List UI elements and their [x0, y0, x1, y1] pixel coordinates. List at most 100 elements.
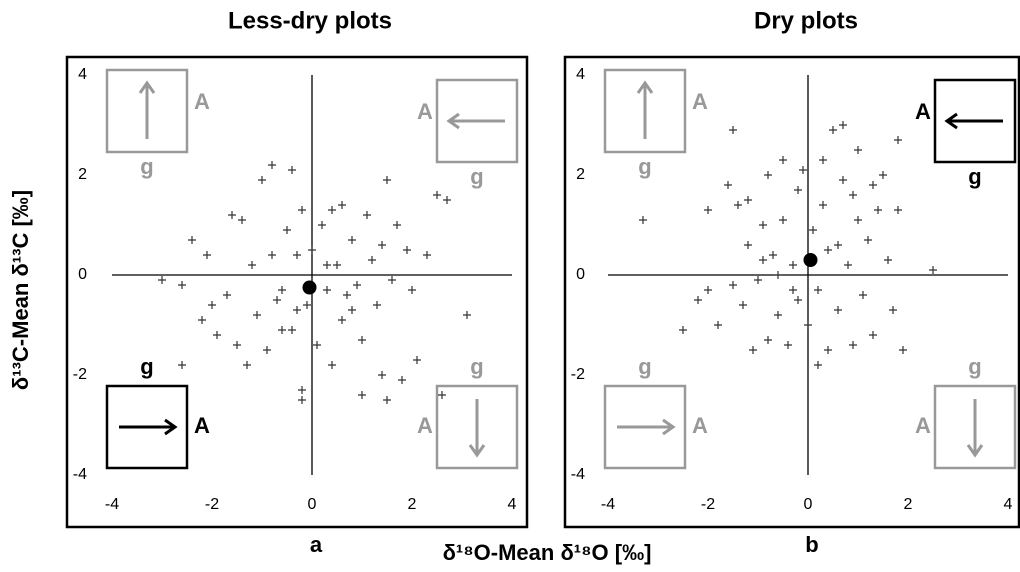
mean-point: [803, 253, 818, 267]
chart-title: Dry plots: [754, 7, 858, 34]
data-point: [769, 251, 777, 259]
y-tick-label: -2: [571, 366, 585, 383]
data-point: [343, 291, 351, 299]
data-point: [764, 336, 772, 344]
data-point: [273, 296, 281, 304]
data-point: [814, 286, 822, 294]
data-point: [388, 276, 396, 284]
data-point: [819, 201, 827, 209]
quadrant-a-label: A: [692, 413, 708, 438]
data-point: [854, 216, 862, 224]
data-point: [373, 301, 381, 309]
data-point: [744, 196, 752, 204]
data-point: [328, 361, 336, 369]
y-tick-label: -4: [73, 466, 87, 483]
data-point: [679, 326, 687, 334]
data-point: [784, 341, 792, 349]
quadrant-box: [435, 384, 519, 470]
data-point: [323, 261, 331, 269]
quadrant-box: [105, 68, 189, 154]
quadrant-g-label: g: [470, 164, 483, 189]
quadrant-box: [435, 78, 519, 164]
data-point: [298, 206, 306, 214]
quadrant-box: [603, 68, 687, 154]
quadrant-g-label: g: [638, 354, 651, 379]
data-point: [248, 261, 256, 269]
data-point: [258, 176, 266, 184]
panel-label: b: [805, 532, 818, 557]
data-point: [929, 266, 937, 274]
data-point: [729, 281, 737, 289]
data-point: [799, 166, 807, 174]
data-point: [238, 216, 246, 224]
data-point: [293, 251, 301, 259]
data-point: [298, 386, 306, 394]
quadrant-g-label: g: [968, 164, 981, 189]
y-tick-label: -4: [571, 466, 585, 483]
data-point: [443, 196, 451, 204]
y-tick-label: 0: [576, 266, 585, 283]
data-point: [223, 291, 231, 299]
data-point: [198, 316, 206, 324]
data-point: [358, 391, 366, 399]
data-point: [759, 221, 767, 229]
data-point: [178, 361, 186, 369]
quadrant-g-label: g: [140, 154, 153, 179]
x-tick-label: 2: [904, 496, 913, 513]
data-point: [764, 171, 772, 179]
quadrant-a-label: A: [194, 89, 210, 114]
quadrant-box: [603, 384, 687, 470]
quadrant-g-label: g: [638, 154, 651, 179]
data-point: [824, 346, 832, 354]
data-point: [383, 176, 391, 184]
data-point: [393, 221, 401, 229]
data-point: [789, 261, 797, 269]
data-point: [839, 121, 847, 129]
data-point: [859, 291, 867, 299]
x-tick-label: 4: [1004, 496, 1013, 513]
quadrant-a-label: A: [194, 413, 210, 438]
data-point: [734, 201, 742, 209]
data-point: [724, 181, 732, 189]
x-tick-label: 4: [508, 496, 517, 513]
data-point: [849, 341, 857, 349]
data-point: [438, 391, 446, 399]
data-point: [313, 341, 321, 349]
quadrant-g-label: g: [470, 354, 483, 379]
data-point: [854, 146, 862, 154]
y-tick-label: 2: [78, 166, 87, 183]
quadrant-a-label: A: [417, 99, 433, 124]
data-point: [303, 301, 311, 309]
quadrant-box: [105, 384, 189, 470]
data-point: [779, 216, 787, 224]
quadrant-arrow: [138, 80, 156, 139]
data-point: [899, 346, 907, 354]
data-point: [213, 331, 221, 339]
data-point: [233, 341, 241, 349]
data-point: [333, 261, 341, 269]
quadrant-arrow: [966, 399, 984, 458]
data-point: [328, 206, 336, 214]
data-point: [338, 201, 346, 209]
quadrant-arrow: [944, 112, 1003, 130]
data-point: [158, 276, 166, 284]
data-point: [834, 241, 842, 249]
data-point: [704, 286, 712, 294]
panel-frame: [65, 55, 529, 529]
data-point: [403, 246, 411, 254]
data-point: [243, 361, 251, 369]
quadrant-box: [933, 384, 1017, 470]
data-point: [869, 331, 877, 339]
data-point: [178, 281, 186, 289]
data-point: [829, 126, 837, 134]
quadrant-arrow: [617, 418, 676, 436]
data-point: [413, 356, 421, 364]
data-point: [779, 156, 787, 164]
data-point: [834, 306, 842, 314]
quadrant-arrow: [468, 399, 486, 458]
data-point: [323, 286, 331, 294]
data-point: [774, 271, 782, 279]
x-tick-label: -2: [205, 496, 219, 513]
quadrant-a-label: A: [915, 99, 931, 124]
data-point: [383, 396, 391, 404]
